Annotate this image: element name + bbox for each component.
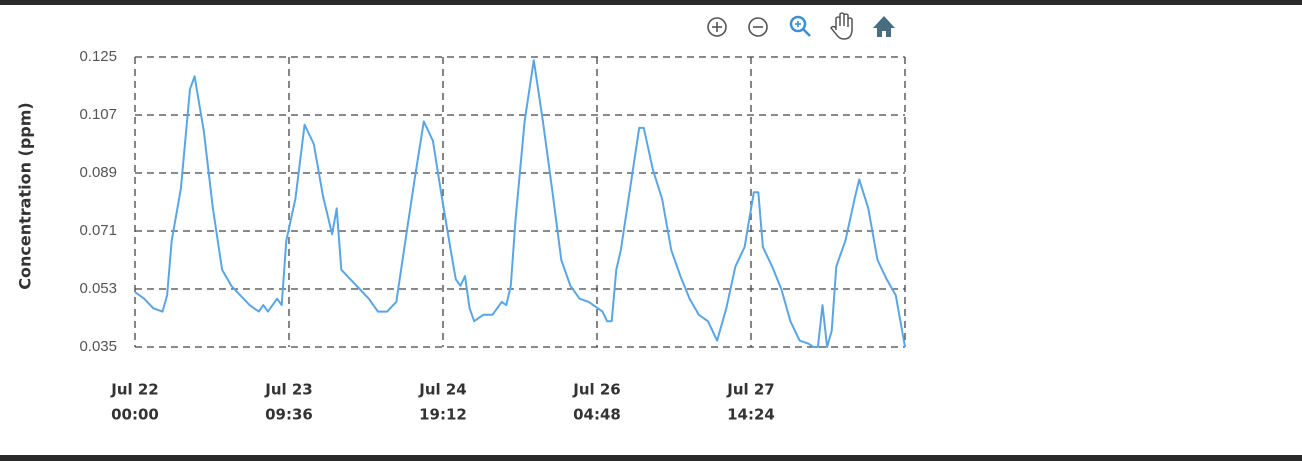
x-tick-label: 19:12: [419, 406, 467, 424]
y-tick-label: 0.107: [79, 106, 117, 123]
zoom-select-button[interactable]: [789, 15, 811, 37]
y-tick-label: 0.035: [79, 338, 117, 355]
y-axis-label: Concentration (ppm): [16, 102, 35, 289]
x-tick-label: Jul 23: [264, 381, 313, 399]
zoom-in-button[interactable]: [707, 17, 727, 37]
y-tick-label: 0.089: [79, 164, 117, 181]
x-tick-label: Jul 22: [110, 381, 159, 399]
x-tick-label: 00:00: [111, 406, 159, 424]
bottom-border: [0, 455, 1302, 461]
x-tick-label: 04:48: [573, 406, 621, 424]
x-tick-label: Jul 26: [572, 381, 621, 399]
data-line: [134, 59, 906, 348]
top-border: [0, 0, 1302, 5]
y-tick-label: 0.071: [79, 222, 117, 239]
x-tick-label: 14:24: [727, 406, 775, 424]
y-tick-label: 0.053: [79, 280, 117, 297]
pan-button[interactable]: [830, 12, 853, 40]
x-tick-label: 09:36: [265, 406, 313, 424]
x-tick-label: Jul 24: [418, 381, 467, 399]
x-tick-label: Jul 27: [726, 381, 775, 399]
y-tick-label: 0.125: [79, 48, 117, 65]
zoom-out-button[interactable]: [748, 17, 768, 37]
home-button[interactable]: [873, 16, 895, 37]
